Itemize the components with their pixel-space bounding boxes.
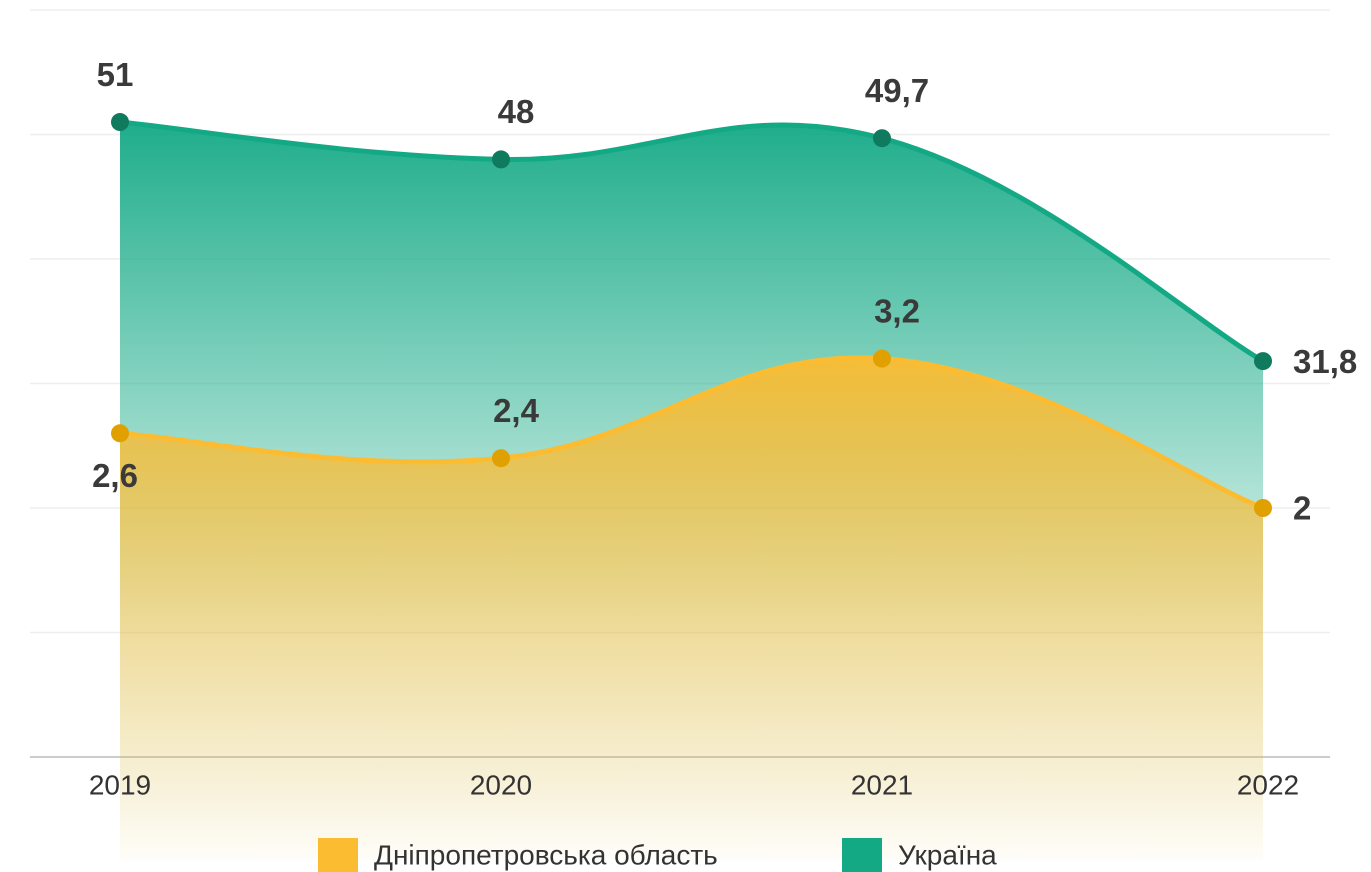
value-label: 3,2: [874, 292, 920, 329]
legend-label: Україна: [898, 839, 997, 870]
point: [492, 150, 510, 169]
value-label: 2,4: [493, 392, 540, 429]
legend-label: Дніпропетровська область: [374, 839, 718, 870]
point: [1254, 499, 1272, 517]
x-tick-label: 2021: [851, 769, 913, 800]
value-label: 31,8: [1293, 343, 1357, 380]
line: [119, 119, 1265, 364]
point: [111, 424, 129, 443]
point: [873, 349, 891, 368]
point: [1254, 352, 1272, 371]
x-tick-label: 2019: [89, 769, 151, 800]
value-label: 2: [1293, 490, 1311, 527]
point: [492, 449, 510, 468]
value-label: 48: [498, 93, 535, 130]
point: [873, 129, 891, 148]
value-label: 51: [97, 56, 134, 93]
line: [119, 355, 1264, 511]
x-tick-label: 2020: [470, 769, 532, 800]
value-label: 49,7: [865, 72, 929, 109]
area: [120, 357, 1263, 860]
legend-swatch: [318, 838, 358, 872]
point: [111, 113, 129, 132]
value-label: 2,6: [92, 457, 138, 494]
legend-swatch: [842, 838, 882, 872]
x-tick-label: 2022: [1237, 769, 1299, 800]
